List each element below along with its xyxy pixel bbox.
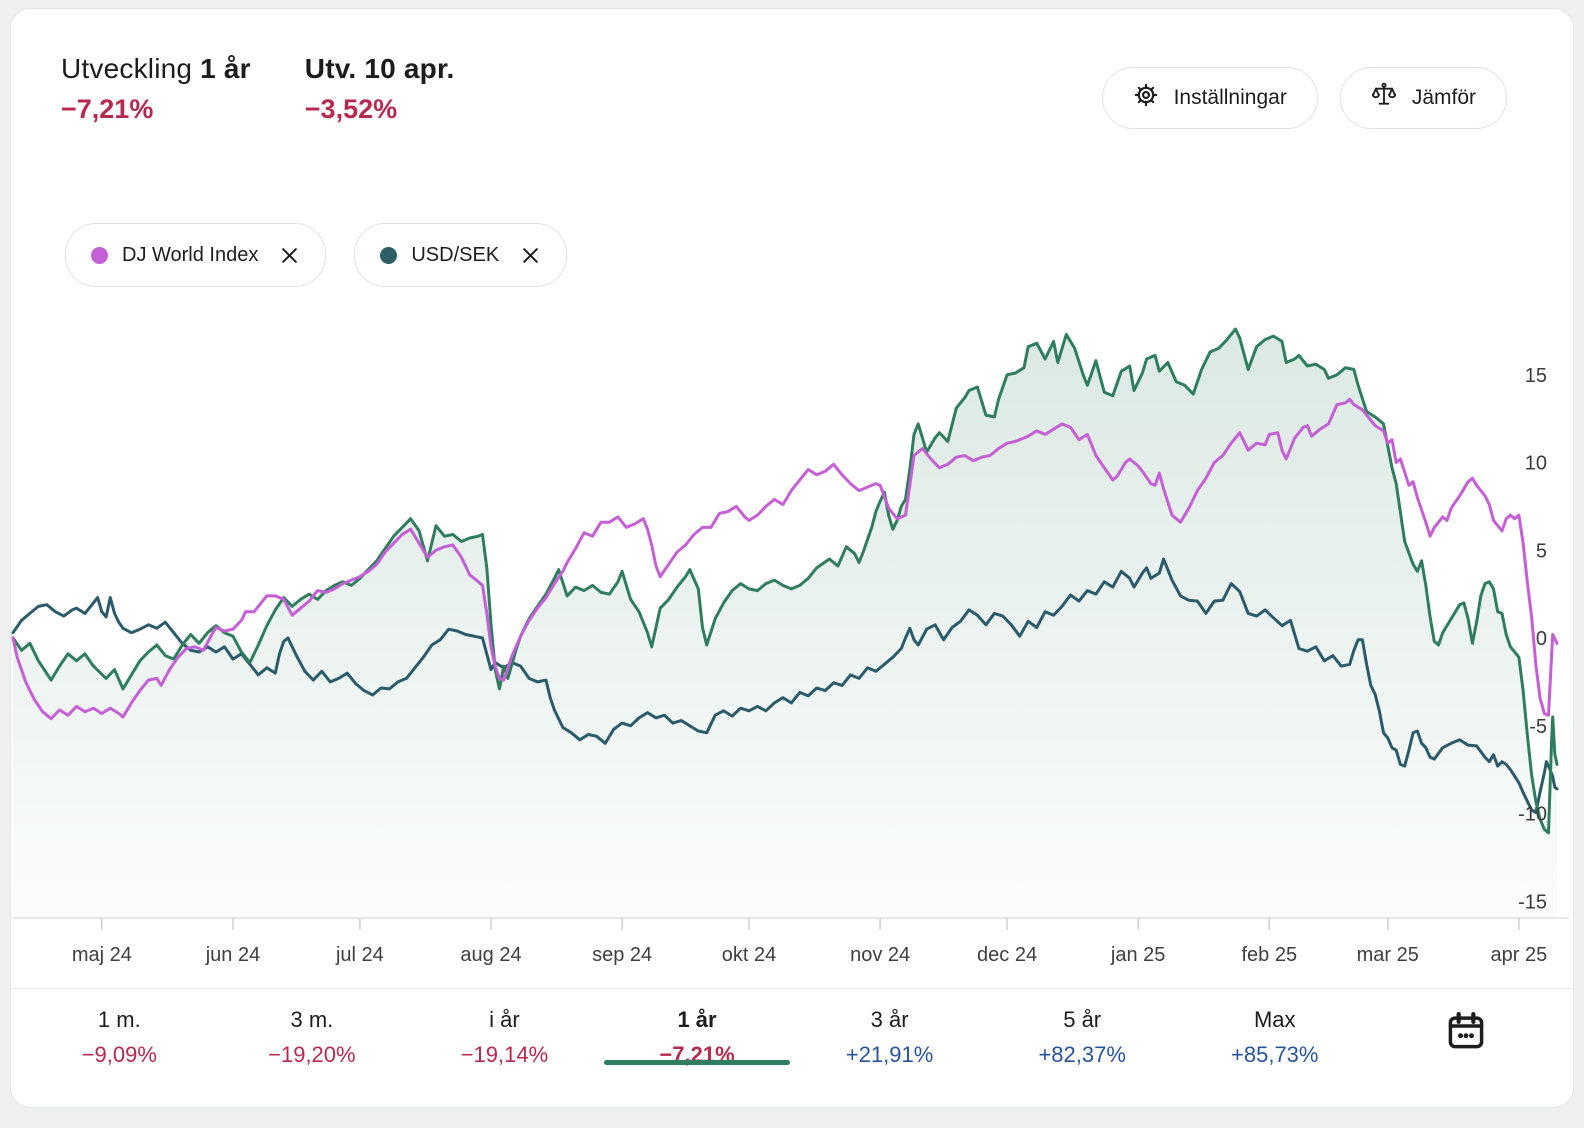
x-axis-label: jul 24 <box>335 944 384 966</box>
gear-icon <box>1133 82 1159 114</box>
range-tab-max[interactable]: Max +85,73% <box>1231 1007 1319 1067</box>
period-performance-title: Utveckling 1 år <box>61 53 251 84</box>
balance-scale-icon <box>1371 82 1397 114</box>
close-icon[interactable] <box>279 245 300 266</box>
y-axis-label: 15 <box>1525 365 1547 387</box>
divider <box>11 988 1573 989</box>
period-performance-value: −7,21% <box>61 94 154 124</box>
settings-button[interactable]: Inställningar <box>1101 67 1318 129</box>
chip-label: DJ World Index <box>122 243 259 266</box>
compare-button[interactable]: Jämför <box>1339 67 1507 129</box>
area-fill <box>13 329 1557 919</box>
range-tab-1y[interactable]: 1 år −7,21% <box>601 993 794 1068</box>
chip-label: USD/SEK <box>411 243 500 266</box>
range-tab-3m[interactable]: 3 m. −19,20% <box>268 1007 356 1067</box>
x-axis-label: aug 24 <box>460 944 521 966</box>
y-axis-label: 10 <box>1525 453 1547 475</box>
series-line-usd-sek <box>11 557 1559 815</box>
daily-performance-value: −3,52% <box>304 94 398 124</box>
x-axis-label: nov 24 <box>850 944 910 966</box>
x-axis-label: apr 25 <box>1491 944 1548 966</box>
performance-header: Utveckling 1 år −7,21% Utv. 10 apr. −3,5… <box>61 53 455 125</box>
chip-usd-sek[interactable]: USD/SEK <box>354 223 568 287</box>
y-axis-label: -15 <box>1518 891 1547 913</box>
x-axis-label: sep 24 <box>592 944 652 966</box>
range-tab-3y[interactable]: 3 år +21,91% <box>845 1007 934 1067</box>
chip-dj-world-index[interactable]: DJ World Index <box>65 223 327 287</box>
calendar-icon <box>1443 1009 1489 1058</box>
x-axis-label: feb 25 <box>1242 944 1298 966</box>
y-axis-label: 0 <box>1536 628 1547 650</box>
x-axis-label: okt 24 <box>722 944 776 966</box>
daily-performance-block: Utv. 10 apr. −3,52% <box>305 53 455 125</box>
y-axis-label: 5 <box>1536 540 1547 562</box>
daily-performance-title: Utv. 10 apr. <box>304 53 455 84</box>
x-axis-label: jun 24 <box>205 944 261 966</box>
performance-card: Utveckling 1 år −7,21% Utv. 10 apr. −3,5… <box>10 8 1574 1108</box>
series-line-dj-world-index <box>11 397 1559 721</box>
range-tab-1m[interactable]: 1 m. −9,09% <box>81 1007 157 1067</box>
y-axis-label: -5 <box>1529 716 1547 738</box>
series-color-dot <box>91 246 108 264</box>
custom-date-range-button[interactable] <box>1371 993 1561 1058</box>
y-axis-label: -10 <box>1518 804 1547 826</box>
range-tab-5y[interactable]: 5 år +82,37% <box>1038 1007 1126 1067</box>
x-axis-label: maj 24 <box>72 944 132 966</box>
x-axis-label: mar 25 <box>1357 944 1419 966</box>
range-selector: 1 m. −9,09% 3 m. −19,20% i år −19,14% 1 … <box>23 993 1561 1105</box>
performance-chart[interactable]: maj 24 jun 24 jul 24 aug 24 sep 24 okt 24 nov … <box>11 291 1573 991</box>
period-performance-block: Utveckling 1 år −7,21% <box>61 53 251 125</box>
comparison-chips: DJ World Index USD/SEK <box>65 223 568 287</box>
settings-button-label: Inställningar <box>1173 86 1287 109</box>
close-icon[interactable] <box>520 245 541 266</box>
series-color-dot <box>380 246 398 264</box>
compare-button-label: Jämför <box>1411 86 1476 109</box>
x-axis-label: dec 24 <box>977 944 1037 966</box>
series-line-utveckling <box>11 327 1559 835</box>
header-actions: Inställningar Jämför <box>1101 67 1507 129</box>
x-axis-label: jan 25 <box>1110 944 1166 966</box>
range-tab-ytd[interactable]: i år −19,14% <box>460 1007 549 1067</box>
